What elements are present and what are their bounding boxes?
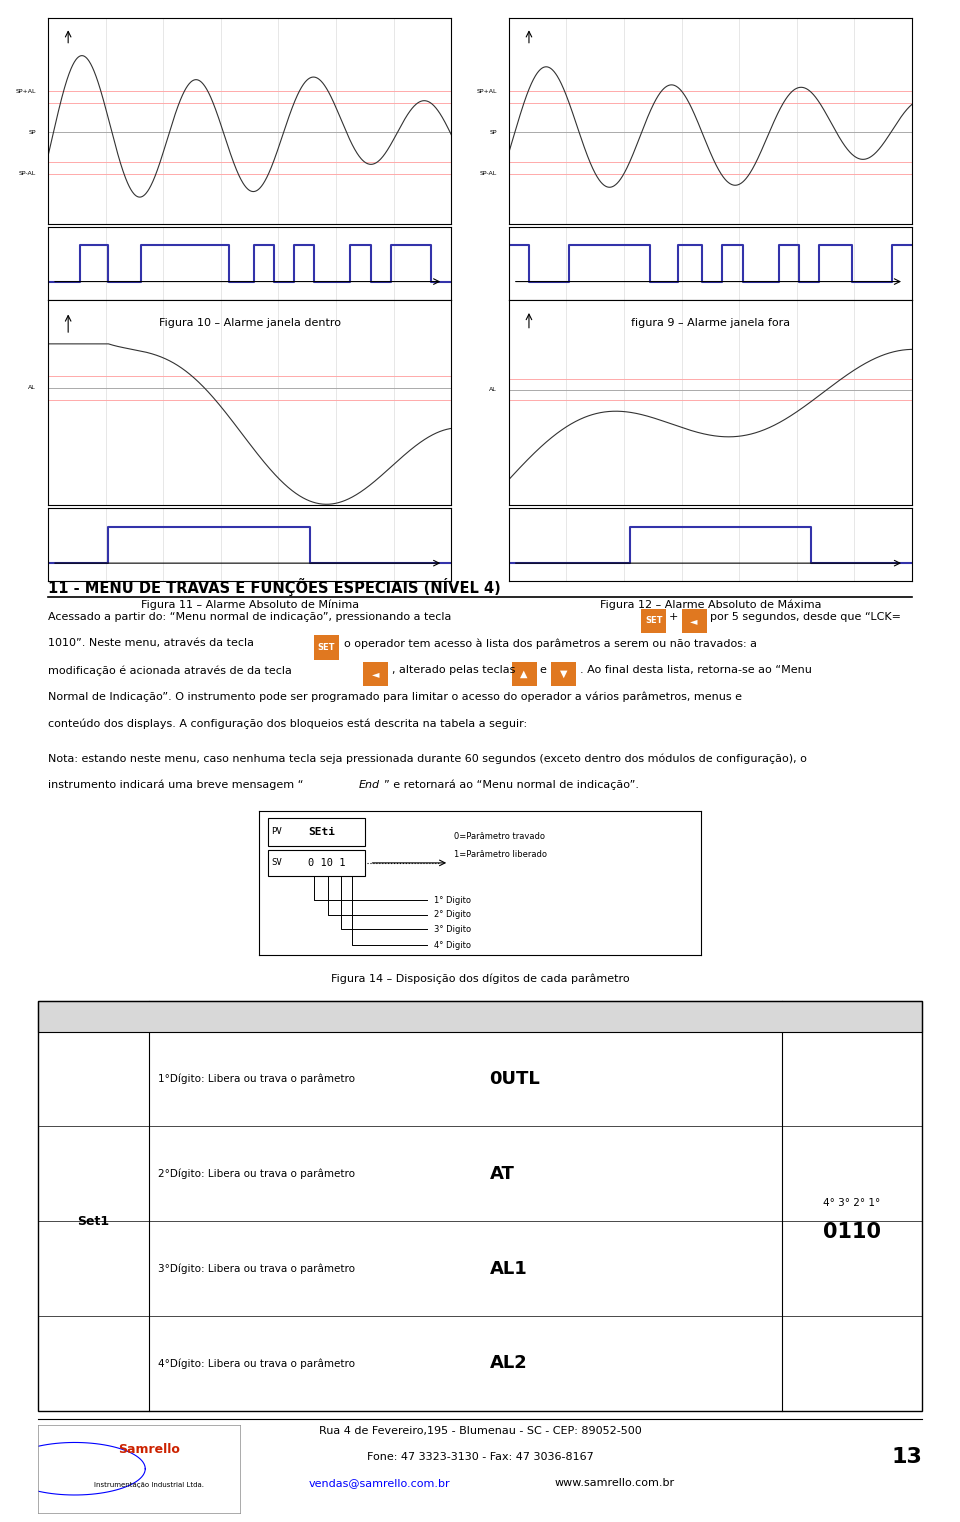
Text: 2°Dígito: Libera ou trava o parâmetro: 2°Dígito: Libera ou trava o parâmetro bbox=[158, 1169, 355, 1180]
Text: instrumento indicará uma breve mensagem “: instrumento indicará uma breve mensagem … bbox=[48, 779, 303, 790]
Text: Nota: estando neste menu, caso nenhuma tecla seja pressionada durante 60 segundo: Nota: estando neste menu, caso nenhuma t… bbox=[48, 753, 806, 764]
FancyBboxPatch shape bbox=[268, 849, 365, 875]
Text: Figura 11 – Alarme Absoluto de Mínima: Figura 11 – Alarme Absoluto de Mínima bbox=[140, 600, 359, 610]
Text: Default: Default bbox=[827, 1009, 877, 1023]
Text: 1°Dígito: Libera ou trava o parâmetro: 1°Dígito: Libera ou trava o parâmetro bbox=[158, 1073, 355, 1084]
Text: End: End bbox=[359, 779, 380, 790]
Text: +: + bbox=[669, 612, 679, 622]
Text: SP: SP bbox=[490, 129, 496, 135]
Text: AL2: AL2 bbox=[490, 1355, 527, 1373]
Text: SP+AL: SP+AL bbox=[15, 88, 36, 94]
Text: 1=Parâmetro liberado: 1=Parâmetro liberado bbox=[453, 849, 546, 858]
Text: Set1: Set1 bbox=[78, 1215, 109, 1228]
Text: SP+AL: SP+AL bbox=[476, 88, 496, 94]
Text: Instrumentação Industrial Ltda.: Instrumentação Industrial Ltda. bbox=[94, 1481, 204, 1487]
Text: www.samrello.com.br: www.samrello.com.br bbox=[554, 1478, 675, 1489]
Text: SP: SP bbox=[29, 129, 36, 135]
Text: 0=Parâmetro travado: 0=Parâmetro travado bbox=[453, 833, 544, 842]
Text: . Ao final desta lista, retorna-se ao “Menu: . Ao final desta lista, retorna-se ao “M… bbox=[580, 665, 812, 676]
Text: PV: PV bbox=[272, 828, 282, 837]
Text: conteúdo dos displays. A configuração dos bloqueios está descrita na tabela a se: conteúdo dos displays. A configuração do… bbox=[48, 718, 527, 729]
Text: ▲: ▲ bbox=[520, 670, 528, 679]
Text: AL: AL bbox=[489, 387, 496, 393]
Text: e: e bbox=[540, 665, 546, 676]
Text: ▼: ▼ bbox=[560, 670, 567, 679]
Text: Fone: 47 3323-3130 - Fax: 47 3036-8167: Fone: 47 3323-3130 - Fax: 47 3036-8167 bbox=[367, 1452, 593, 1463]
Text: por 5 segundos, desde que “LCK=: por 5 segundos, desde que “LCK= bbox=[710, 612, 901, 622]
Text: 11 - MENU DE TRAVAS E FUNÇÕES ESPECIAIS (NÍVEL 4): 11 - MENU DE TRAVAS E FUNÇÕES ESPECIAIS … bbox=[48, 578, 501, 597]
Text: 0UTL: 0UTL bbox=[490, 1070, 540, 1088]
Text: Normal de Indicação”. O instrumento pode ser programado para limitar o acesso do: Normal de Indicação”. O instrumento pode… bbox=[48, 691, 742, 702]
Text: SP-AL: SP-AL bbox=[479, 170, 496, 177]
Text: Figura 10 – Alarme janela dentro: Figura 10 – Alarme janela dentro bbox=[158, 318, 341, 329]
Text: 13: 13 bbox=[892, 1446, 923, 1467]
Text: Acessado a partir do: “Menu normal de indicação”, pressionando a tecla: Acessado a partir do: “Menu normal de in… bbox=[48, 612, 451, 622]
Text: 1° Digito: 1° Digito bbox=[434, 896, 470, 906]
Text: 4°Dígito: Libera ou trava o parâmetro: 4°Dígito: Libera ou trava o parâmetro bbox=[158, 1358, 355, 1368]
Text: Rua 4 de Fevereiro,195 - Blumenau - SC - CEP: 89052-500: Rua 4 de Fevereiro,195 - Blumenau - SC -… bbox=[319, 1426, 641, 1437]
Text: SET: SET bbox=[318, 644, 335, 651]
Text: SET: SET bbox=[645, 616, 662, 626]
Text: 3°Dígito: Libera ou trava o parâmetro: 3°Dígito: Libera ou trava o parâmetro bbox=[158, 1263, 355, 1274]
Text: Parâmetro: Parâmetro bbox=[57, 1009, 131, 1023]
Text: vendas@samrello.com.br: vendas@samrello.com.br bbox=[308, 1478, 450, 1489]
Text: o operador tem acesso à lista dos parâmetros a serem ou não travados: a: o operador tem acesso à lista dos parâme… bbox=[344, 639, 756, 648]
Text: 0 10 1: 0 10 1 bbox=[308, 858, 346, 868]
Text: figura 9 – Alarme janela fora: figura 9 – Alarme janela fora bbox=[631, 318, 790, 329]
Text: AT: AT bbox=[490, 1164, 515, 1183]
Text: 4° 3° 2° 1°: 4° 3° 2° 1° bbox=[824, 1198, 880, 1208]
Text: SP-AL: SP-AL bbox=[18, 170, 36, 177]
Text: ◄: ◄ bbox=[690, 616, 698, 626]
Text: Descrição: Descrição bbox=[432, 1009, 499, 1023]
Text: 2° Digito: 2° Digito bbox=[434, 910, 470, 919]
Text: 0110: 0110 bbox=[823, 1222, 881, 1242]
Text: ” e retornará ao “Menu normal de indicação”.: ” e retornará ao “Menu normal de indicaç… bbox=[384, 779, 639, 790]
Text: 4° Digito: 4° Digito bbox=[434, 941, 470, 950]
Text: modificação é acionada através de da tecla: modificação é acionada através de da tec… bbox=[48, 665, 292, 676]
Text: , alterado pelas teclas: , alterado pelas teclas bbox=[392, 665, 516, 676]
Text: SV: SV bbox=[272, 858, 282, 868]
Text: AL1: AL1 bbox=[490, 1260, 527, 1277]
Text: Figura 12 – Alarme Absoluto de Máxima: Figura 12 – Alarme Absoluto de Máxima bbox=[600, 600, 821, 610]
Text: 1010”. Neste menu, através da tecla: 1010”. Neste menu, através da tecla bbox=[48, 639, 254, 648]
Text: Figura 14 – Disposição dos dígitos de cada parâmetro: Figura 14 – Disposição dos dígitos de ca… bbox=[330, 974, 630, 985]
Text: Samrello: Samrello bbox=[118, 1443, 180, 1457]
Text: SEti: SEti bbox=[308, 826, 335, 837]
FancyBboxPatch shape bbox=[268, 817, 365, 846]
Text: ◄: ◄ bbox=[372, 670, 379, 679]
Text: AL: AL bbox=[28, 385, 36, 390]
Text: 3° Digito: 3° Digito bbox=[434, 925, 470, 935]
